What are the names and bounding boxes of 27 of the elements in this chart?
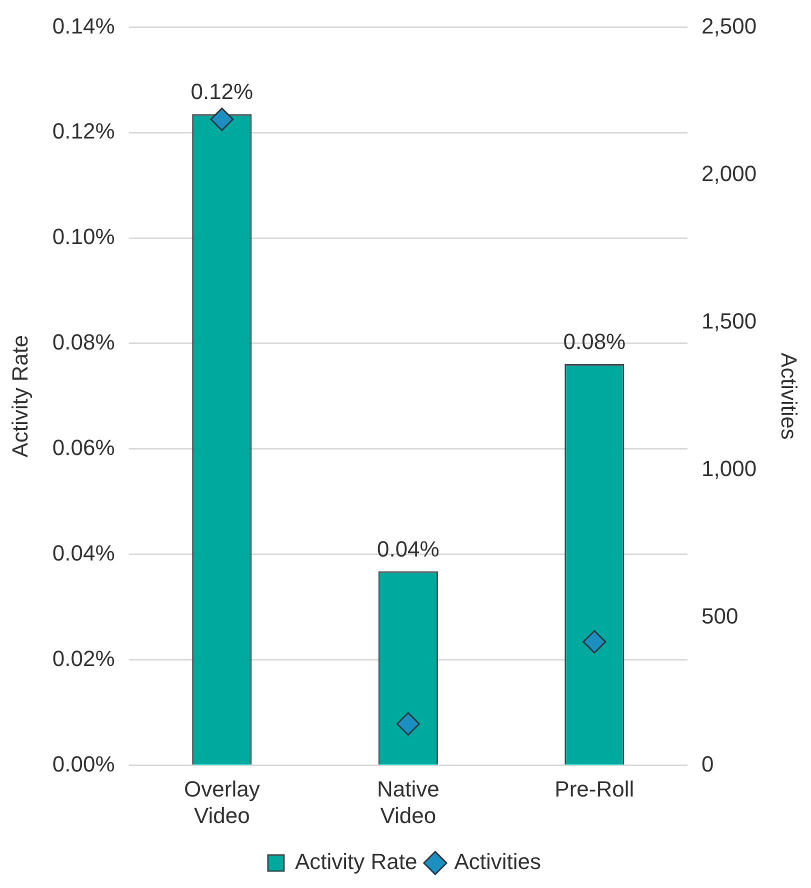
- y2-tick-label: 2,000: [702, 160, 757, 186]
- y-tick-label: 0.08%: [52, 330, 115, 355]
- x-tick-label: Overlay Video: [184, 776, 260, 828]
- y-tick-label: 0.12%: [52, 118, 115, 144]
- y-tick-label: 0.10%: [52, 224, 115, 250]
- data-label: 0.12%: [190, 79, 254, 104]
- legend-label: Activities: [454, 849, 542, 874]
- x-tick-label: Pre-Roll: [554, 776, 634, 802]
- y2-axis-title: Activities: [776, 352, 802, 440]
- point: [210, 108, 234, 132]
- y2-tick-label: 500: [702, 604, 738, 629]
- y2-tick-label: 2,500: [702, 13, 757, 38]
- y-tick-label: 0.14%: [52, 13, 115, 38]
- legend-label: Activity Rate: [294, 849, 418, 874]
- y2-tick-label: 0: [702, 751, 714, 776]
- point: [396, 712, 420, 736]
- y-axis-title: Activity Rate: [7, 335, 32, 458]
- y2-tick-label: 1,000: [702, 456, 757, 482]
- point: [582, 630, 606, 654]
- y-tick-label: 0.06%: [52, 434, 115, 460]
- x-tick-label: Native Video: [376, 776, 440, 828]
- y-tick-label: 0.00%: [52, 751, 115, 776]
- y-tick-label: 0.02%: [52, 646, 115, 671]
- data-label: 0.04%: [376, 536, 440, 562]
- y2-tick-label: 1,500: [702, 308, 757, 334]
- y-tick-label: 0.04%: [52, 540, 115, 566]
- data-label: 0.08%: [563, 329, 626, 354]
